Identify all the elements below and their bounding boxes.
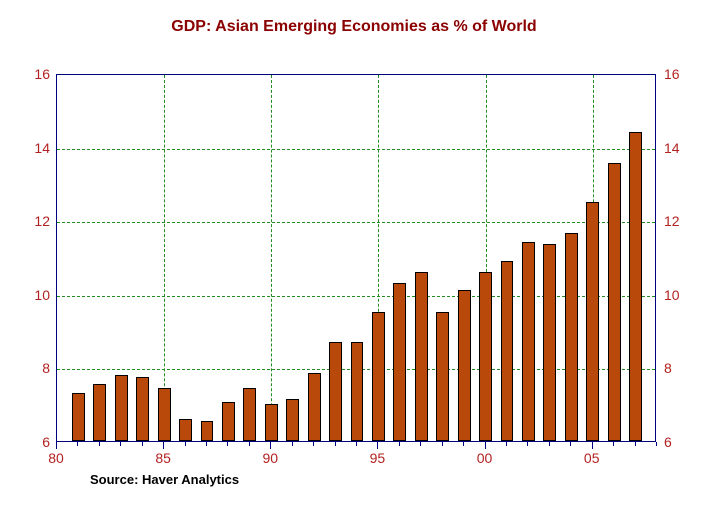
y-axis-label-right: 10	[664, 287, 694, 303]
bar	[158, 388, 171, 441]
x-axis-tick	[377, 442, 378, 449]
x-axis-tick	[56, 442, 57, 449]
x-axis-label: 05	[577, 450, 607, 466]
bar	[201, 421, 214, 441]
x-axis-tick	[613, 442, 614, 446]
bar	[308, 373, 321, 441]
x-axis-tick	[120, 442, 121, 446]
x-axis-label: 80	[41, 450, 71, 466]
x-axis-tick	[270, 442, 271, 449]
y-axis-label-right: 12	[664, 213, 694, 229]
y-axis-label-left: 10	[20, 287, 50, 303]
x-axis-tick	[99, 442, 100, 446]
bar	[372, 312, 385, 441]
x-axis-label: 90	[255, 450, 285, 466]
bar	[415, 272, 428, 441]
bar	[115, 375, 128, 441]
bar	[479, 272, 492, 441]
x-axis-tick	[142, 442, 143, 446]
y-axis-label-right: 16	[664, 66, 694, 82]
bar	[286, 399, 299, 441]
bar	[243, 388, 256, 441]
x-axis-tick	[656, 442, 657, 446]
gridline-horizontal	[57, 222, 655, 223]
x-axis-tick	[249, 442, 250, 446]
bar	[179, 419, 192, 441]
x-axis-tick	[163, 442, 164, 449]
bar	[393, 283, 406, 441]
gridline-horizontal	[57, 149, 655, 150]
bar	[586, 202, 599, 441]
chart-title: GDP: Asian Emerging Economies as % of Wo…	[0, 18, 708, 36]
bar	[329, 342, 342, 441]
y-axis-label-right: 8	[664, 360, 694, 376]
x-axis-tick	[592, 442, 593, 449]
x-axis-tick	[185, 442, 186, 446]
y-axis-label-right: 6	[664, 434, 694, 450]
y-axis-label-left: 16	[20, 66, 50, 82]
x-axis-label: 00	[470, 450, 500, 466]
gridline-vertical	[164, 75, 165, 441]
bar	[72, 393, 85, 441]
y-axis-label-left: 14	[20, 140, 50, 156]
x-axis-tick	[420, 442, 421, 446]
bar	[501, 261, 514, 441]
x-axis-label: 95	[362, 450, 392, 466]
x-axis-tick	[442, 442, 443, 446]
x-axis-tick	[313, 442, 314, 446]
x-axis-tick	[506, 442, 507, 446]
x-axis-tick	[527, 442, 528, 446]
x-axis-tick	[485, 442, 486, 449]
x-axis-tick	[335, 442, 336, 446]
x-axis-tick	[549, 442, 550, 446]
x-axis-tick	[206, 442, 207, 446]
bar	[565, 233, 578, 441]
x-axis-tick	[356, 442, 357, 446]
x-axis-tick	[635, 442, 636, 446]
x-axis-tick	[292, 442, 293, 446]
x-axis-label: 85	[148, 450, 178, 466]
bar	[436, 312, 449, 441]
bar	[629, 132, 642, 441]
bar	[522, 242, 535, 441]
bar	[543, 244, 556, 441]
plot-area	[56, 74, 656, 442]
bar	[608, 163, 621, 441]
x-axis-tick	[227, 442, 228, 446]
bar	[93, 384, 106, 441]
bar	[265, 404, 278, 441]
y-axis-label-left: 8	[20, 360, 50, 376]
gridline-vertical	[271, 75, 272, 441]
source-label: Source: Haver Analytics	[90, 472, 239, 487]
y-axis-label-left: 12	[20, 213, 50, 229]
x-axis-tick	[399, 442, 400, 446]
bar	[222, 402, 235, 441]
y-axis-label-left: 6	[20, 434, 50, 450]
bar	[458, 290, 471, 441]
x-axis-tick	[463, 442, 464, 446]
y-axis-label-right: 14	[664, 140, 694, 156]
x-axis-tick	[570, 442, 571, 446]
bar	[351, 342, 364, 441]
x-axis-tick	[77, 442, 78, 446]
bar	[136, 377, 149, 441]
